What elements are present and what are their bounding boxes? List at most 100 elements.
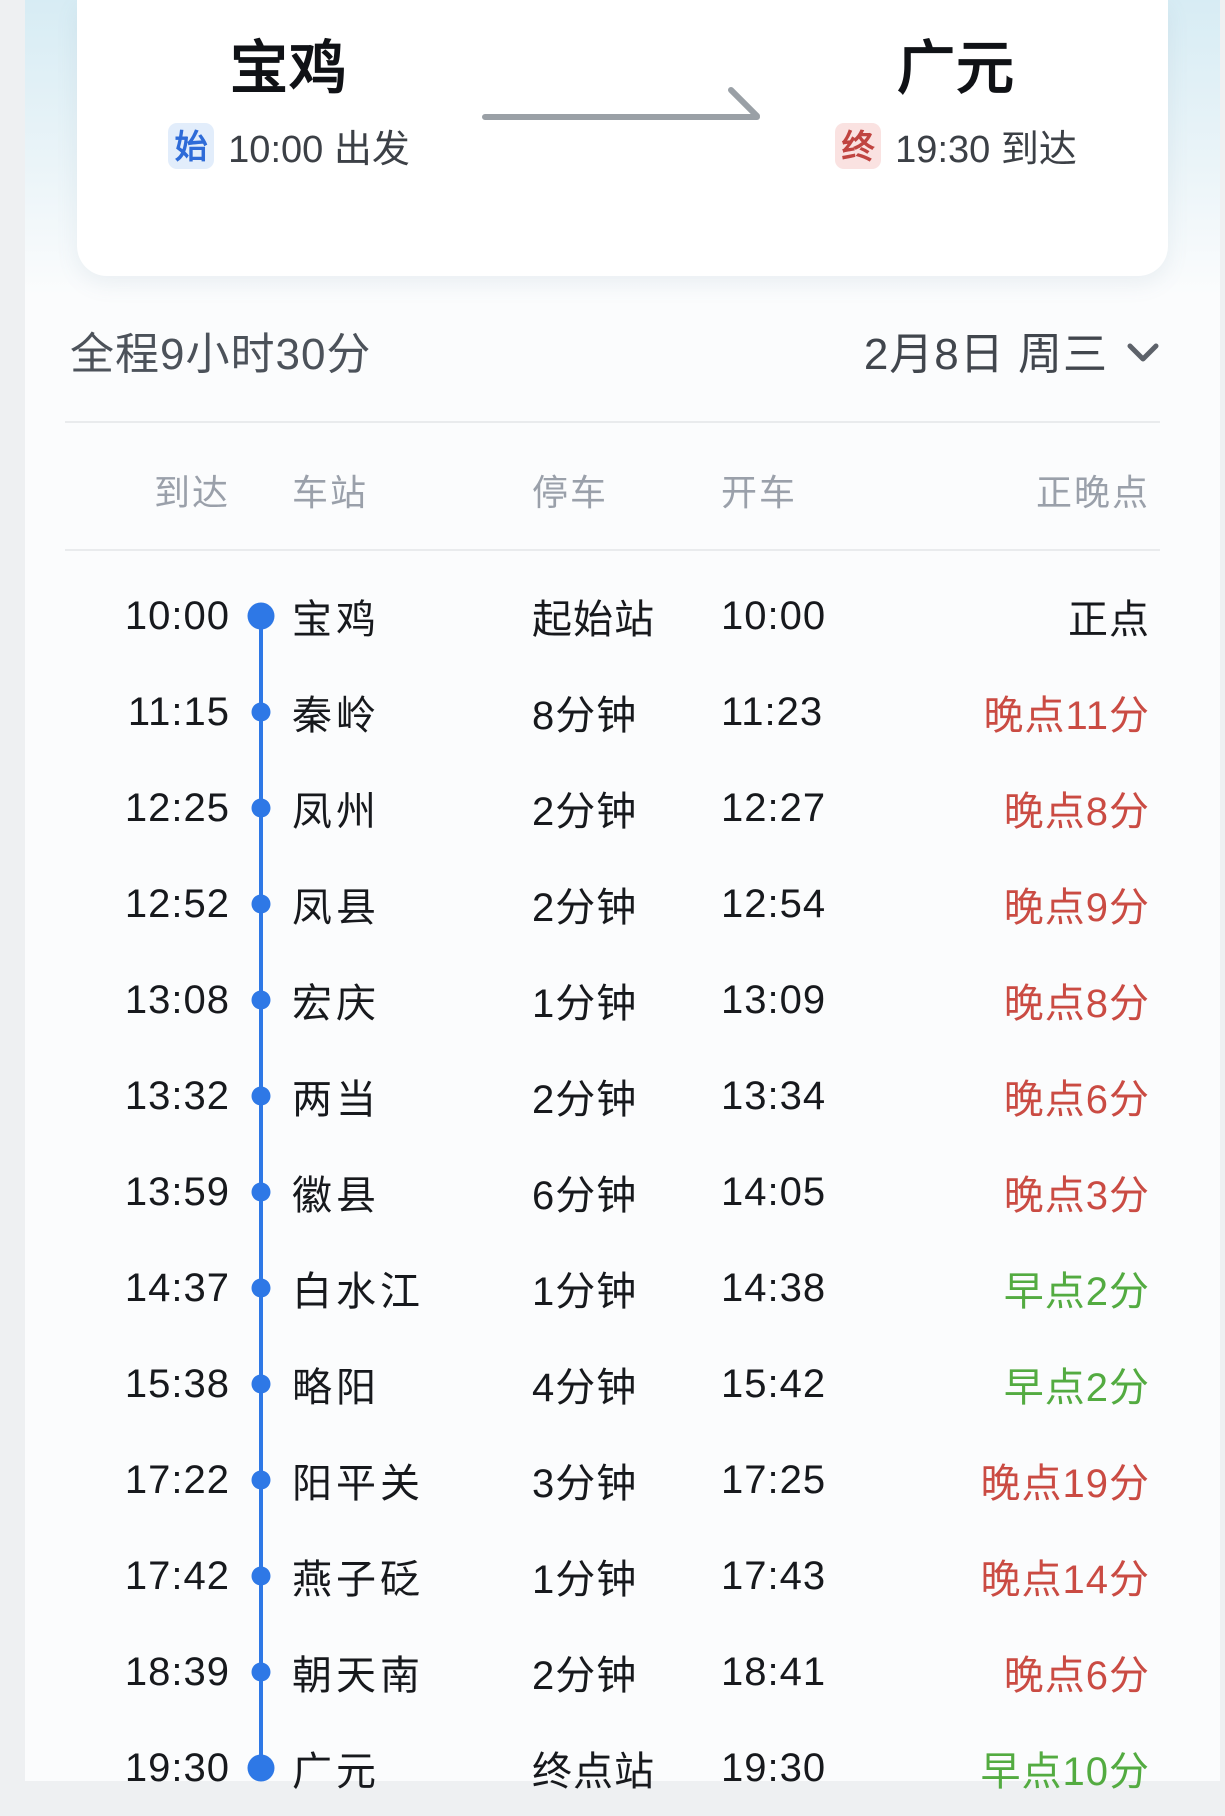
origin-station-name: 宝鸡 xyxy=(229,36,348,101)
route-header-card: 宝鸡 始 10:00 出发 广元 终 19:30 到达 xyxy=(77,0,1168,276)
chevron-down-icon xyxy=(1127,343,1159,362)
origin-start-badge: 始 xyxy=(168,122,215,169)
status-label: 晚点3分 xyxy=(1003,1174,1150,1218)
table-row: 19:30 广元 终点站 19:30 早点10分 xyxy=(25,1720,1220,1816)
station-name: 白水江 xyxy=(292,1270,424,1314)
depart-time: 19:30 xyxy=(721,1745,827,1790)
table-row: 17:42 燕子砭 1分钟 17:43 晚点14分 xyxy=(25,1528,1220,1624)
timeline-dot xyxy=(251,1278,271,1298)
arrive-time: 18:39 xyxy=(124,1649,230,1694)
date-selector[interactable]: 2月8日 周三 xyxy=(864,318,1160,382)
arrive-time: 10:00 xyxy=(124,593,230,638)
status-label: 晚点6分 xyxy=(1003,1078,1150,1122)
status-label: 正点 xyxy=(1068,598,1150,642)
depart-time: 14:05 xyxy=(721,1169,827,1214)
arrow-right-icon xyxy=(457,81,788,276)
table-row: 13:59 徽县 6分钟 14:05 晚点3分 xyxy=(25,1144,1220,1240)
timeline-dot xyxy=(251,1566,271,1586)
destination-end-badge: 终 xyxy=(835,122,882,169)
total-duration-label: 全程9小时30分 xyxy=(70,330,372,379)
timeline-dot xyxy=(251,1086,271,1106)
depart-time: 15:42 xyxy=(721,1361,827,1406)
station-name: 宏庆 xyxy=(292,982,380,1026)
timeline-dot xyxy=(251,798,271,818)
arrive-time: 12:25 xyxy=(124,785,230,830)
status-label: 早点10分 xyxy=(980,1750,1150,1794)
destination-station-name: 广元 xyxy=(896,36,1015,101)
status-label: 晚点14分 xyxy=(980,1558,1150,1602)
divider xyxy=(65,421,1160,423)
table-row: 14:37 白水江 1分钟 14:38 早点2分 xyxy=(25,1240,1220,1336)
stop-duration: 2分钟 xyxy=(532,1654,638,1698)
stop-duration: 8分钟 xyxy=(532,694,638,738)
timeline-dot xyxy=(251,1470,271,1490)
station-name: 两当 xyxy=(292,1078,380,1122)
stop-duration: 6分钟 xyxy=(532,1174,638,1218)
status-label: 晚点8分 xyxy=(1003,982,1150,1026)
stop-duration: 1分钟 xyxy=(532,1270,638,1314)
timeline-dot xyxy=(251,1662,271,1682)
status-label: 晚点6分 xyxy=(1003,1654,1150,1698)
column-header-depart: 开车 xyxy=(721,472,798,513)
stop-duration: 4分钟 xyxy=(532,1366,638,1410)
timeline-dot xyxy=(251,1374,271,1394)
depart-time: 12:27 xyxy=(721,785,827,830)
arrive-time: 17:42 xyxy=(124,1553,230,1598)
origin-station-block: 宝鸡 始 10:00 出发 xyxy=(121,36,457,276)
destination-time-row: 终 19:30 到达 xyxy=(835,118,1077,173)
depart-time: 17:25 xyxy=(721,1457,827,1502)
origin-time-row: 始 10:00 出发 xyxy=(168,118,410,173)
arrive-time: 12:52 xyxy=(124,881,230,926)
timeline-dot xyxy=(251,702,271,722)
station-name: 燕子砭 xyxy=(292,1558,424,1602)
depart-time: 17:43 xyxy=(721,1553,827,1598)
date-label: 2月8日 周三 xyxy=(863,330,1108,379)
table-row: 12:52 凤县 2分钟 12:54 晚点9分 xyxy=(25,856,1220,952)
depart-time: 13:09 xyxy=(721,977,827,1022)
table-row: 12:25 凤州 2分钟 12:27 晚点8分 xyxy=(25,760,1220,856)
depart-time: 13:34 xyxy=(721,1073,827,1118)
timeline-dot xyxy=(247,602,275,630)
station-name: 略阳 xyxy=(292,1366,380,1410)
status-label: 早点2分 xyxy=(1003,1270,1150,1314)
column-header-station: 车站 xyxy=(292,472,369,513)
timetable-body: 10:00 宝鸡 起始站 10:00 正点 11:15 秦岭 8分钟 11:23… xyxy=(25,568,1220,1816)
stop-duration: 1分钟 xyxy=(532,1558,638,1602)
station-name: 凤州 xyxy=(292,790,380,834)
timeline-dot xyxy=(251,1182,271,1202)
status-label: 晚点19分 xyxy=(980,1462,1150,1506)
station-name: 宝鸡 xyxy=(292,598,380,642)
trip-summary-bar: 全程9小时30分 2月8日 周三 xyxy=(70,323,1160,379)
table-row: 18:39 朝天南 2分钟 18:41 晚点6分 xyxy=(25,1624,1220,1720)
stop-duration: 2分钟 xyxy=(532,790,638,834)
timeline-dot xyxy=(247,1754,275,1782)
station-name: 广元 xyxy=(292,1750,380,1794)
table-row: 10:00 宝鸡 起始站 10:00 正点 xyxy=(25,568,1220,664)
stop-duration: 2分钟 xyxy=(532,886,638,930)
arrive-time: 13:32 xyxy=(124,1073,230,1118)
stop-duration: 终点站 xyxy=(532,1750,655,1794)
table-row: 11:15 秦岭 8分钟 11:23 晚点11分 xyxy=(25,664,1220,760)
column-header-arrive: 到达 xyxy=(153,472,230,513)
arrive-time: 14:37 xyxy=(124,1265,230,1310)
content-sheet: 宝鸡 始 10:00 出发 广元 终 19:30 到达 全程 xyxy=(25,0,1220,1794)
station-name: 秦岭 xyxy=(292,694,380,738)
arrive-time: 13:59 xyxy=(124,1169,230,1214)
station-name: 凤县 xyxy=(292,886,380,930)
column-header-stop: 停车 xyxy=(532,472,609,513)
table-row: 15:38 略阳 4分钟 15:42 早点2分 xyxy=(25,1336,1220,1432)
status-label: 晚点11分 xyxy=(983,694,1150,738)
arrive-time: 13:08 xyxy=(124,977,230,1022)
depart-time: 14:38 xyxy=(721,1265,827,1310)
depart-time: 10:00 xyxy=(721,593,827,638)
table-row: 17:22 阳平关 3分钟 17:25 晚点19分 xyxy=(25,1432,1220,1528)
status-label: 晚点9分 xyxy=(1003,886,1150,930)
origin-departure-time: 10:00 出发 xyxy=(228,129,410,171)
stop-duration: 2分钟 xyxy=(532,1078,638,1122)
station-name: 徽县 xyxy=(292,1174,380,1218)
divider xyxy=(65,549,1160,551)
depart-time: 18:41 xyxy=(721,1649,827,1694)
table-row: 13:32 两当 2分钟 13:34 晚点6分 xyxy=(25,1048,1220,1144)
arrive-time: 17:22 xyxy=(124,1457,230,1502)
column-header-status: 正晚点 xyxy=(1035,472,1150,513)
